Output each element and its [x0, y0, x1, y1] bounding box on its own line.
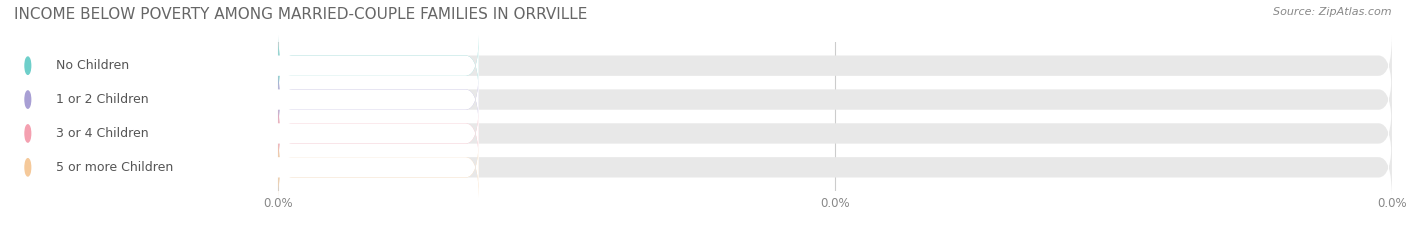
Text: 1 or 2 Children: 1 or 2 Children — [56, 93, 148, 106]
Text: No Children: No Children — [56, 59, 129, 72]
Text: 0.0%: 0.0% — [363, 127, 395, 140]
Text: 5 or more Children: 5 or more Children — [56, 161, 173, 174]
Circle shape — [25, 57, 31, 74]
FancyBboxPatch shape — [278, 137, 479, 198]
Text: 3 or 4 Children: 3 or 4 Children — [56, 127, 148, 140]
Text: Source: ZipAtlas.com: Source: ZipAtlas.com — [1274, 7, 1392, 17]
FancyBboxPatch shape — [278, 103, 1392, 164]
FancyBboxPatch shape — [278, 137, 1392, 198]
FancyBboxPatch shape — [278, 69, 1392, 130]
Text: 0.0%: 0.0% — [363, 59, 395, 72]
Text: 0.0%: 0.0% — [363, 93, 395, 106]
FancyBboxPatch shape — [278, 35, 1392, 96]
Circle shape — [25, 159, 31, 176]
FancyBboxPatch shape — [278, 103, 479, 164]
FancyBboxPatch shape — [278, 69, 479, 130]
FancyBboxPatch shape — [11, 69, 479, 130]
FancyBboxPatch shape — [278, 35, 479, 96]
FancyBboxPatch shape — [11, 137, 479, 198]
Text: 0.0%: 0.0% — [363, 161, 395, 174]
Text: INCOME BELOW POVERTY AMONG MARRIED-COUPLE FAMILIES IN ORRVILLE: INCOME BELOW POVERTY AMONG MARRIED-COUPL… — [14, 7, 588, 22]
Circle shape — [25, 125, 31, 142]
Circle shape — [25, 91, 31, 108]
FancyBboxPatch shape — [11, 103, 479, 164]
FancyBboxPatch shape — [11, 35, 479, 96]
